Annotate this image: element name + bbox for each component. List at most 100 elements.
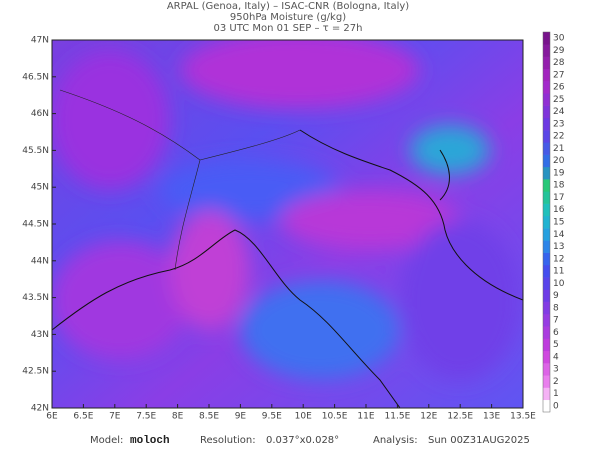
colorbar-label: 14 — [553, 230, 565, 240]
colorbar-label: 24 — [553, 107, 565, 117]
colorbar-cell — [543, 154, 550, 168]
colorbar-cell — [543, 68, 550, 82]
colorbar-label: 21 — [553, 144, 564, 154]
colorbar-cell — [543, 387, 550, 401]
colorbar-cell — [543, 81, 550, 94]
colorbar-label: 23 — [553, 119, 564, 129]
colorbar-label: 22 — [553, 132, 564, 142]
lat-label: 47N — [31, 36, 49, 46]
colorbar-label: 27 — [553, 70, 564, 80]
colorbar-cell — [543, 32, 550, 45]
colorbar-label: 7 — [553, 316, 559, 326]
lon-label: 12.5E — [447, 412, 473, 422]
colorbar-cell — [543, 264, 550, 278]
colorbar-cell — [543, 350, 550, 364]
colorbar-label: 6 — [553, 328, 559, 338]
colorbar-cell — [543, 289, 550, 302]
lon-label: 12E — [420, 412, 437, 422]
footer-label: Resolution: — [200, 435, 256, 446]
colorbar-label: 9 — [553, 291, 559, 301]
colorbar-cell — [543, 44, 550, 57]
colorbar-cell — [543, 215, 550, 229]
lon-label: 13.5E — [510, 412, 536, 422]
colorbar-cell — [543, 203, 550, 217]
colorbar-label: 18 — [553, 181, 565, 191]
lat-label: 44.5N — [22, 220, 49, 230]
lon-label: 7E — [109, 412, 121, 422]
lon-label: 6.5E — [73, 412, 93, 422]
lat-label: 45.5N — [22, 146, 49, 156]
colorbar-cell — [543, 252, 550, 266]
colorbar-label: 8 — [553, 303, 559, 313]
lat-label: 45N — [31, 183, 49, 193]
lon-label: 9.5E — [262, 412, 282, 422]
colorbar-cell — [543, 313, 550, 327]
lon-label: 8.5E — [199, 412, 219, 422]
footer-value: 0.037°x0.028° — [266, 435, 339, 446]
moisture-field — [52, 40, 523, 408]
lat-label: 44N — [31, 256, 49, 266]
lon-label: 10.5E — [322, 412, 348, 422]
colorbar-label: 17 — [553, 193, 564, 203]
lon-label: 13E — [483, 412, 500, 422]
colorbar-frame — [542, 31, 551, 413]
lon-label: 6E — [46, 412, 58, 422]
lon-label: 11E — [357, 412, 374, 422]
colorbar-label: 19 — [553, 168, 565, 178]
colorbar-cell — [543, 277, 550, 290]
colorbar-label: 0 — [553, 401, 559, 411]
colorbar-cell — [543, 105, 550, 119]
colorbar-cell — [543, 228, 550, 241]
lat-label: 46N — [31, 109, 49, 119]
colorbar-label: 10 — [553, 279, 565, 289]
header-line: 950hPa Moisture (g/kg) — [230, 12, 346, 23]
colorbar-cell — [543, 179, 550, 192]
colorbar-cell — [543, 399, 550, 413]
colorbar-label: 4 — [553, 352, 559, 362]
colorbar-label: 20 — [553, 156, 565, 166]
colorbar: 0123456789101112131415161718192021222324… — [542, 31, 565, 413]
colorbar-cell — [543, 130, 550, 143]
colorbar-label: 15 — [553, 218, 564, 228]
colorbar-cell — [543, 93, 550, 106]
footer-label: Model: — [90, 435, 123, 446]
colorbar-label: 29 — [553, 46, 565, 56]
colorbar-label: 1 — [553, 389, 559, 399]
lon-label: 9E — [235, 412, 247, 422]
lon-label: 7.5E — [136, 412, 156, 422]
colorbar-cell — [543, 362, 550, 376]
lat-label: 43N — [31, 330, 49, 340]
colorbar-cell — [543, 56, 550, 70]
colorbar-cell — [543, 301, 550, 315]
lat-axis: 47N 46.5N 46N 45.5N 45N 44.5N 44N 43.5N 43N 42.5N… — [22, 36, 56, 414]
colorbar-label: 5 — [553, 340, 559, 350]
colorbar-label: 25 — [553, 95, 564, 105]
colorbar-label: 13 — [553, 242, 564, 252]
colorbar-cell — [543, 191, 550, 204]
colorbar-label: 30 — [553, 34, 565, 44]
lat-label: 42.5N — [22, 367, 49, 377]
colorbar-cell — [543, 142, 550, 155]
colorbar-cell — [543, 326, 550, 339]
lon-label: 10E — [295, 412, 312, 422]
colorbar-cell — [543, 240, 550, 253]
colorbar-label: 2 — [553, 377, 559, 387]
footer-label: Analysis: — [373, 435, 418, 446]
lat-label: 46.5N — [22, 72, 49, 82]
lon-label: 8E — [172, 412, 184, 422]
colorbar-label: 16 — [553, 205, 565, 215]
colorbar-label: 11 — [553, 267, 564, 277]
header-line: 03 UTC Mon 01 SEP – τ = 27h — [214, 23, 363, 34]
lon-axis: 6E 6.5E 7E 7.5E 8E 8.5E 9E 9.5E 10E 10.5E 11E 11.5E… — [46, 404, 536, 422]
colorbar-label: 3 — [553, 365, 559, 375]
footer-value: Sun 00Z31AUG2025 — [428, 435, 530, 446]
colorbar-cell — [543, 166, 550, 180]
lon-label: 11.5E — [385, 412, 411, 422]
colorbar-label: 12 — [553, 254, 564, 264]
colorbar-label: 26 — [553, 83, 565, 93]
header-line: ARPAL (Genoa, Italy) – ISAC-CNR (Bologna… — [167, 1, 409, 12]
lat-label: 43.5N — [22, 293, 49, 303]
colorbar-label: 28 — [553, 58, 565, 68]
footer-value: moloch — [130, 435, 170, 447]
